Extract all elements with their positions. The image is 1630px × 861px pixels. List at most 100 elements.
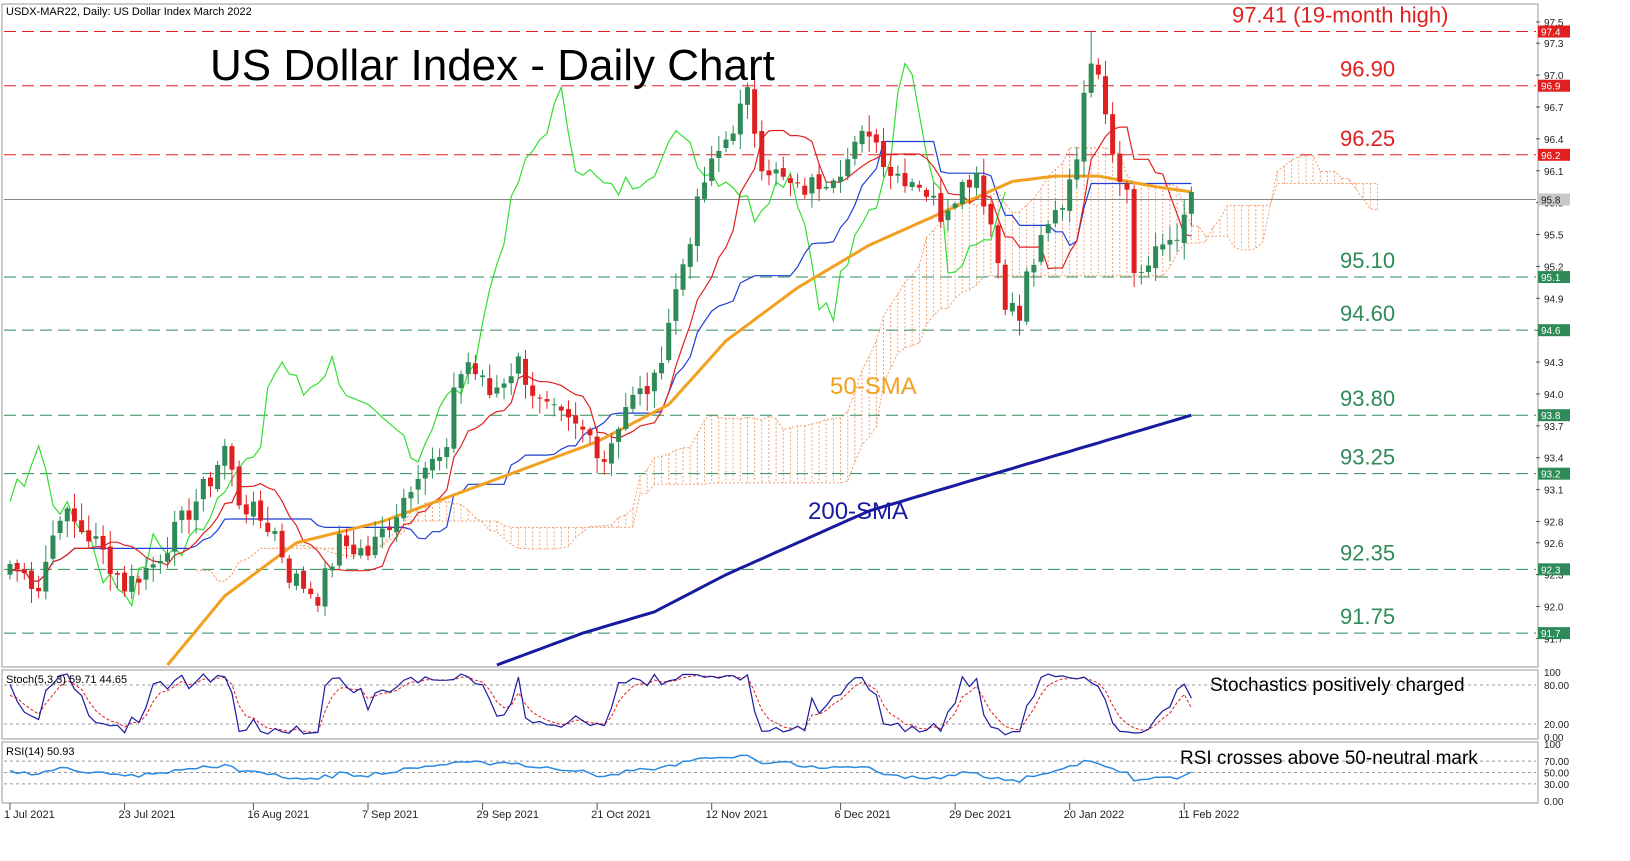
bull-candle — [608, 433, 614, 477]
bull-candle — [515, 352, 521, 379]
candle-body — [895, 173, 901, 176]
candle-body — [515, 356, 521, 374]
candle-body — [608, 443, 614, 464]
bear-candle — [802, 177, 808, 199]
candle-body — [150, 564, 156, 568]
bull-candle — [859, 125, 865, 153]
candle-body — [236, 466, 242, 506]
candle-body — [680, 264, 686, 290]
bear-candle — [21, 562, 27, 580]
candle-body — [243, 504, 249, 515]
bull-candle — [895, 165, 901, 184]
bull-candle — [737, 89, 743, 150]
bear-candle — [236, 460, 242, 510]
candle-body — [938, 193, 944, 222]
candle-body — [845, 159, 851, 177]
candle-body — [501, 383, 507, 388]
candle-body — [916, 184, 922, 188]
candle-body — [952, 203, 958, 208]
bull-candle — [322, 561, 328, 616]
bear-candle — [386, 519, 392, 538]
y-tick-label: 92.3 — [1544, 571, 1564, 582]
y-tick-label: 94.3 — [1544, 358, 1564, 369]
candle-body — [386, 526, 392, 531]
candle-body — [780, 168, 786, 177]
bull-candle — [372, 521, 378, 559]
bull-candle — [773, 162, 779, 186]
candle-body — [694, 196, 700, 246]
bull-candle — [687, 237, 693, 279]
rsi-scale-label: 30.00 — [1544, 780, 1569, 791]
level-label: 91.75 — [1340, 604, 1395, 629]
candle-body — [100, 535, 106, 550]
candle-body — [966, 179, 972, 188]
x-tick-label: 29 Sep 2021 — [477, 809, 539, 821]
bull-candle — [702, 166, 708, 203]
candle-body — [1052, 210, 1058, 224]
candle-body — [1031, 264, 1037, 273]
candle-body — [43, 561, 49, 592]
level-price-tag-label: 94.6 — [1541, 326, 1561, 337]
x-tick-label: 16 Aug 2021 — [247, 809, 309, 821]
candle-body — [50, 535, 56, 559]
level-label: 93.80 — [1340, 386, 1395, 411]
bull-candle — [823, 181, 829, 191]
candle-body — [1188, 192, 1194, 214]
bear-candle — [1131, 185, 1137, 288]
level-price-tag — [1538, 324, 1570, 337]
candle-body — [365, 545, 371, 556]
candle-body — [852, 141, 858, 159]
candle-body — [923, 189, 929, 197]
candle-body — [594, 436, 600, 459]
candle-body — [193, 501, 199, 521]
bear-candle — [902, 158, 908, 193]
bear-candle — [938, 178, 944, 228]
candle-body — [129, 575, 135, 592]
bear-candle — [86, 515, 92, 549]
x-tick-label: 23 Jul 2021 — [119, 809, 176, 821]
bear-candle — [1017, 294, 1023, 336]
bear-candle — [229, 443, 235, 487]
current-price-tag — [1538, 193, 1570, 206]
bull-candle — [1081, 80, 1087, 178]
bear-candle — [136, 575, 142, 596]
bull-candle — [458, 370, 464, 404]
bear-candle — [816, 164, 822, 202]
level-label: 96.25 — [1340, 126, 1395, 151]
level-label: 93.25 — [1340, 445, 1395, 470]
bear-candle — [258, 490, 264, 529]
candle-body — [394, 517, 400, 533]
bull-candle — [1153, 232, 1159, 282]
bull-candle — [838, 159, 844, 193]
candle-body — [787, 178, 793, 183]
candle-body — [401, 497, 407, 519]
bull-candle — [157, 554, 163, 574]
candle-body — [1167, 239, 1173, 245]
bull-candle — [480, 369, 486, 387]
candle-body — [795, 182, 801, 184]
bear-candle — [36, 575, 42, 599]
bull-candle — [845, 147, 851, 181]
candle-body — [1045, 224, 1051, 234]
bull-candle — [250, 491, 256, 526]
rsi-scale-label: 70.00 — [1544, 757, 1569, 768]
candle-body — [472, 363, 478, 375]
rsi-label: RSI(14) 50.93 — [6, 746, 74, 758]
candle-body — [558, 406, 564, 411]
rsi-annotation: RSI crosses above 50-neutral mark — [1180, 748, 1478, 769]
level-label: 94.60 — [1340, 301, 1395, 326]
candle-body — [1124, 183, 1130, 190]
bull-candle — [952, 201, 958, 210]
bull-candle — [401, 488, 407, 522]
bear-candle — [1102, 60, 1108, 125]
level-price-tag — [1538, 271, 1570, 284]
stoch-scale-label: 80.00 — [1544, 681, 1569, 692]
level-price-tag — [1538, 25, 1570, 38]
sma200-label: 200-SMA — [808, 498, 908, 525]
bull-candle — [931, 182, 937, 206]
bull-candle — [57, 516, 63, 540]
indicator-lines — [9, 62, 1192, 667]
candle-body — [458, 374, 464, 389]
bull-candle — [329, 562, 335, 578]
